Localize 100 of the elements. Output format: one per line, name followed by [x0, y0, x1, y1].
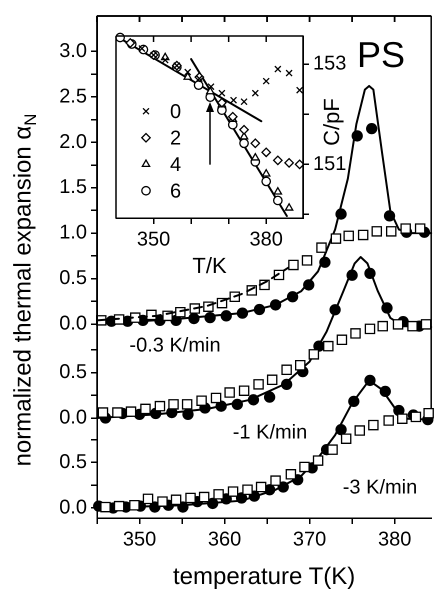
y-axis-title: normalized thermal expansion αN	[10, 114, 40, 466]
legend-label: 6	[170, 180, 182, 202]
point	[392, 319, 404, 330]
point	[196, 395, 207, 406]
y-tick-label: 1.5	[59, 176, 87, 198]
point	[423, 408, 434, 418]
y2-tick-label: 151	[313, 152, 346, 175]
point	[284, 203, 294, 211]
point	[261, 176, 272, 186]
point	[224, 387, 235, 398]
y-tick-label: 0.5	[59, 450, 87, 473]
y-tick-label: 0.0	[59, 312, 87, 335]
annotation: -3 K/min	[342, 476, 418, 499]
y-tick-label: 0.0	[59, 496, 87, 518]
point	[358, 230, 368, 240]
point	[410, 412, 422, 422]
point	[274, 65, 282, 73]
y-tick-label: 3.0	[59, 40, 87, 62]
y-tick-label: 2.0	[59, 130, 87, 153]
point	[272, 196, 283, 206]
point	[238, 385, 250, 396]
point	[366, 123, 378, 134]
point	[230, 96, 238, 104]
x-tick-label: 350	[122, 528, 156, 551]
point	[138, 44, 146, 52]
point	[239, 138, 249, 148]
point	[112, 407, 123, 418]
point	[129, 500, 140, 510]
point	[281, 364, 292, 376]
point	[330, 233, 342, 244]
point	[377, 320, 388, 332]
point	[252, 90, 259, 97]
point	[140, 404, 151, 414]
point	[154, 400, 166, 412]
point	[206, 86, 215, 94]
point	[182, 399, 192, 410]
point	[218, 90, 226, 97]
point	[250, 138, 260, 148]
point	[262, 169, 270, 177]
point	[272, 155, 283, 166]
point	[296, 86, 304, 94]
point	[266, 374, 278, 386]
point	[98, 407, 108, 418]
point	[414, 223, 426, 234]
point	[354, 425, 366, 436]
legend-label: 0	[170, 100, 182, 123]
point	[185, 492, 196, 504]
point	[294, 360, 306, 370]
point	[207, 83, 215, 90]
y-tick-label: 2.5	[59, 85, 87, 108]
y-tick-label: 0.5	[59, 267, 87, 290]
point	[184, 68, 192, 76]
point	[312, 455, 324, 466]
annotation: -0.3 K/min	[129, 334, 221, 357]
point	[400, 223, 411, 234]
point	[368, 420, 379, 430]
point	[256, 482, 266, 492]
x-axis-title: temperature T(K)	[172, 563, 356, 590]
annotation: PS	[356, 34, 406, 75]
point	[253, 379, 264, 390]
point	[350, 328, 361, 339]
legend-label: 2	[170, 127, 182, 150]
point	[383, 415, 394, 426]
point	[420, 319, 432, 330]
point	[183, 72, 192, 80]
point	[239, 124, 249, 135]
point	[114, 500, 124, 512]
point	[210, 392, 222, 404]
legend-label: 4	[170, 154, 182, 176]
point	[264, 391, 276, 403]
point	[343, 230, 354, 242]
point	[168, 399, 179, 410]
point	[262, 78, 270, 85]
point	[142, 494, 154, 504]
point	[364, 324, 376, 334]
point	[251, 152, 260, 161]
x-axis-title: T/K	[192, 252, 227, 278]
point	[274, 187, 282, 195]
x-tick-label: 380	[378, 528, 412, 551]
point	[100, 502, 111, 512]
point	[157, 496, 168, 507]
y-tick-label: 1.0	[59, 222, 87, 244]
y2-tick-label: 153	[313, 52, 346, 75]
point	[285, 69, 293, 77]
point	[386, 226, 396, 237]
point	[327, 444, 338, 455]
y-tick-label: 0.0	[59, 406, 87, 429]
point	[194, 80, 204, 90]
point	[162, 56, 169, 64]
point	[323, 340, 334, 352]
point	[302, 255, 312, 266]
x-tick-label: 380	[250, 228, 283, 251]
annotation: -1 K/min	[232, 422, 308, 444]
point	[284, 158, 294, 168]
point	[407, 320, 418, 332]
point	[299, 462, 310, 472]
point	[288, 260, 299, 270]
point	[397, 413, 408, 424]
x-tick-label: 350	[136, 228, 170, 251]
point	[240, 98, 248, 106]
